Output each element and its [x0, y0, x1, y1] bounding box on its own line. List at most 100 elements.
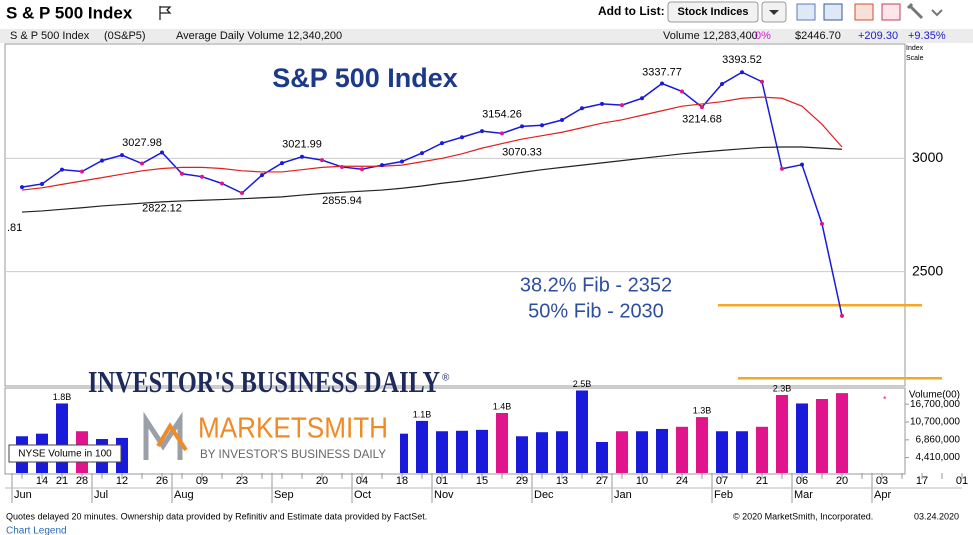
price-annotation: 2855.94 [322, 195, 362, 207]
list-button-label[interactable]: Stock Indices [678, 6, 749, 18]
volume-bar [496, 413, 508, 473]
price-point [200, 174, 204, 179]
price-annotation: 3070.33 [502, 146, 542, 158]
price-point [140, 161, 144, 166]
price-point [660, 81, 664, 86]
x-tick-label: 04 [356, 475, 368, 487]
volume-bar [456, 430, 468, 473]
x-tick-label: 18 [396, 475, 408, 487]
ibd-logo: INVESTOR'S BUSINESS DAILY [88, 364, 440, 399]
x-tick-label: 29 [516, 475, 528, 487]
volume-tick-label: 10,700,000 [910, 417, 960, 428]
menu-arrow[interactable] [931, 9, 943, 17]
price-point [500, 131, 504, 136]
volume-annotation: 1.1B [413, 409, 432, 419]
volume-tick-label: 16,700,000 [910, 399, 960, 410]
price-point [420, 151, 424, 156]
price-point [160, 150, 164, 155]
marketsmith-sub: BY INVESTOR'S BUSINESS DAILY [200, 447, 386, 461]
price-point [100, 158, 104, 163]
x-tick-label: 01 [436, 475, 448, 487]
volume-tick-label: 6,860,000 [916, 434, 961, 445]
volume-bar [596, 442, 608, 473]
volume-bar [616, 431, 628, 473]
price-annotation: 3214.68 [682, 114, 722, 126]
price-point [460, 135, 464, 140]
price-annotation: 3027.98 [122, 137, 162, 149]
y-tick-label: 2500 [912, 262, 943, 278]
price-point [340, 164, 344, 169]
volume-annotation: 1.8B [53, 392, 72, 402]
price-point [180, 171, 184, 176]
volume-tick-label: 4,410,000 [916, 452, 961, 463]
volume-legend-box [8, 444, 122, 463]
tool-icon[interactable] [881, 3, 901, 21]
price-annotation: 3021.99 [282, 138, 322, 150]
price-point [440, 141, 444, 146]
fib-note: 38.2% Fib - 2352 [520, 274, 672, 296]
marketsmith-icon [156, 422, 188, 452]
volume-axis-label: Volume(00) [909, 390, 960, 401]
chart-legend-link[interactable]: Chart Legend [6, 526, 67, 535]
tool-icon[interactable] [906, 2, 924, 20]
info-name: S & P 500 Index [10, 30, 90, 42]
x-tick-label: 07 [716, 475, 728, 487]
volume-bar [656, 428, 668, 473]
month-label: Jan [614, 489, 632, 501]
tool-icon[interactable] [854, 3, 874, 21]
price-point [620, 103, 624, 108]
volume-bar [696, 417, 708, 473]
chart-title: S&P 500 Index [272, 63, 458, 93]
x-tick-label: 20 [316, 475, 328, 487]
flag-icon[interactable] [159, 6, 172, 20]
list-button[interactable] [667, 1, 759, 23]
price-point [600, 101, 604, 106]
price-point [700, 105, 704, 110]
x-tick-label: 24 [676, 475, 688, 487]
scale-label-box: Index Scale [906, 45, 924, 62]
x-tick-label: 14 [36, 475, 48, 487]
x-tick-label: 09 [196, 475, 208, 487]
fib-note: 50% Fib - 2030 [528, 300, 664, 322]
info-volume-change: 0% [755, 30, 771, 42]
price-point [240, 191, 244, 196]
price-point [560, 118, 564, 123]
price-point [220, 181, 224, 186]
price-point [400, 159, 404, 164]
month-label: Apr [874, 489, 891, 501]
price-point [540, 123, 544, 128]
price-point [360, 167, 364, 172]
footer-copyright: © 2020 MarketSmith, Incorporated. [733, 511, 873, 521]
month-label: Aug [174, 489, 194, 501]
page-title: S & P 500 Index [6, 3, 133, 22]
footer-note: Quotes delayed 20 minutes. Ownership dat… [6, 511, 427, 521]
volume-bar [416, 420, 428, 473]
x-tick-label: 21 [756, 475, 768, 487]
volume-bar [736, 431, 748, 473]
volume-legend: NYSE Volume in 100 [18, 449, 112, 460]
x-tick-label: 21 [56, 475, 68, 487]
price-point [60, 167, 64, 172]
volume-bar [436, 431, 448, 473]
price-point [760, 79, 764, 84]
volume-bar [636, 431, 648, 473]
x-tick-label: 28 [76, 475, 88, 487]
x-tick-label: 26 [156, 475, 168, 487]
month-label: Sep [274, 489, 294, 501]
price-point [260, 173, 264, 178]
price-panel [4, 43, 906, 387]
volume-bar [516, 436, 528, 473]
price-point [820, 221, 824, 226]
price-point [280, 161, 284, 166]
tool-icon[interactable] [796, 3, 816, 21]
marketsmith-logo: MARKETSMITH [198, 413, 388, 445]
tool-icon[interactable] [823, 3, 843, 21]
price-point [120, 153, 124, 158]
price-point [800, 162, 804, 167]
volume-bar [556, 431, 568, 473]
volume-bar [756, 426, 768, 473]
price-line [21, 71, 843, 317]
info-volume: Volume 12,283,400 [663, 30, 758, 42]
volume-bar [816, 399, 828, 473]
price-annotation: 2822.12 [142, 203, 182, 215]
